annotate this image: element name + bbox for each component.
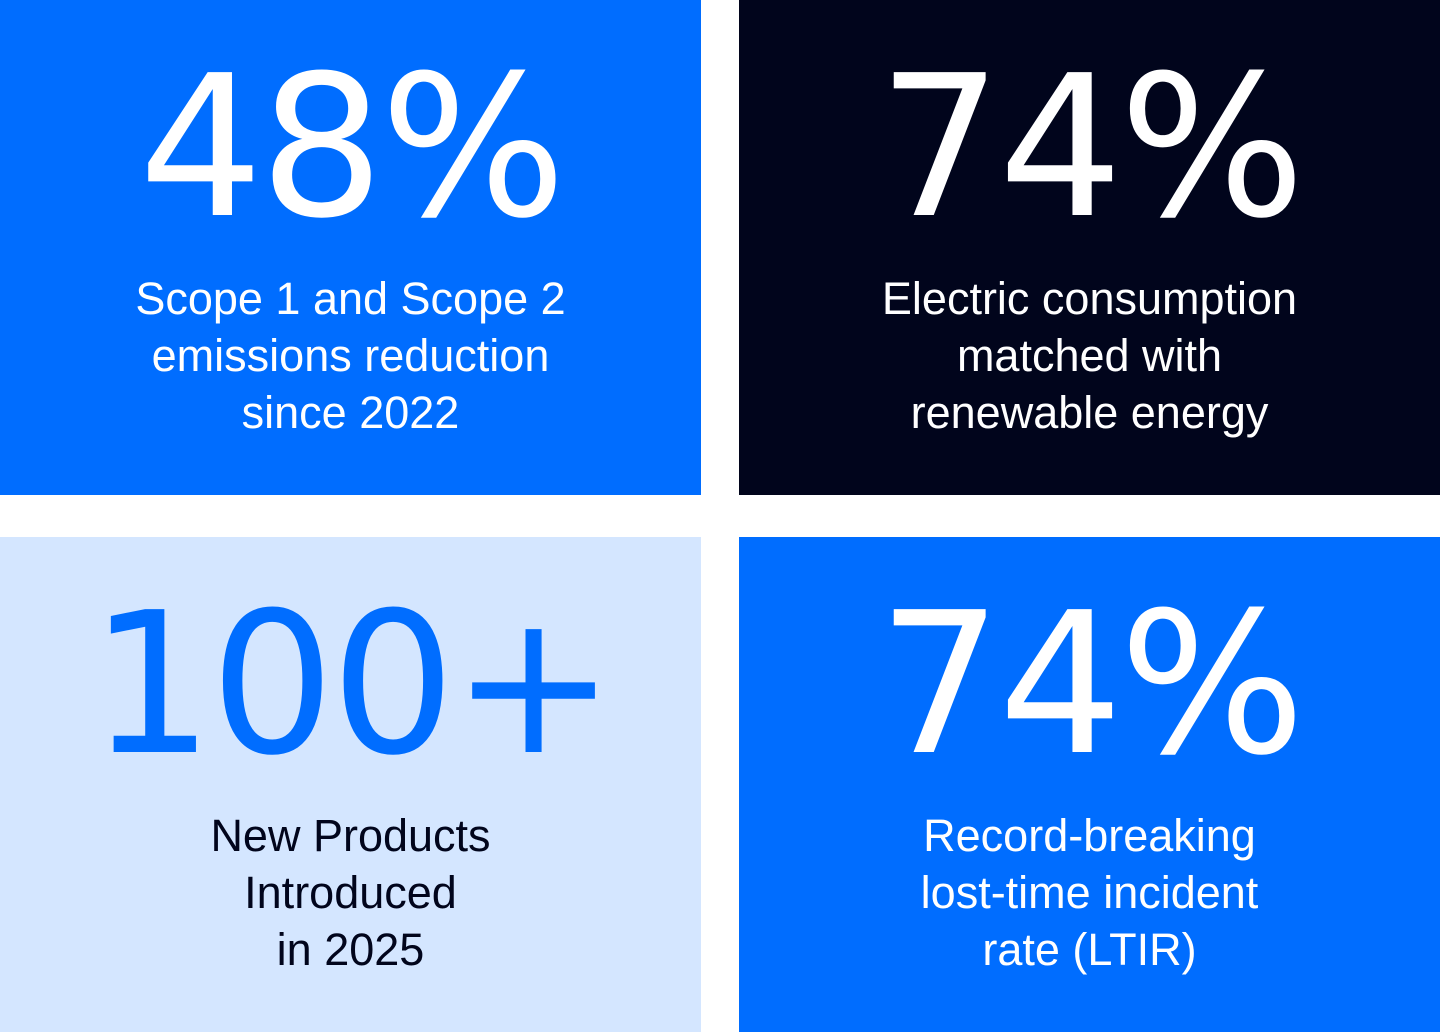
stat-caption-line: emissions reduction xyxy=(151,330,550,381)
stat-caption: Record-breaking lost-time incident rate … xyxy=(921,807,1259,978)
stat-caption-line: New Products xyxy=(210,810,491,861)
stat-caption-line: rate (LTIR) xyxy=(982,924,1197,975)
stat-caption: Electric consumption matched with renewa… xyxy=(882,270,1297,441)
stat-tile-products: 100+ New Products Introduced in 2025 xyxy=(0,537,701,1032)
stat-value: 74% xyxy=(877,34,1306,262)
stat-value: 48% xyxy=(138,34,567,262)
stat-caption-line: matched with xyxy=(956,330,1223,381)
stat-caption-line: Scope 1 and Scope 2 xyxy=(135,273,566,324)
stat-value: 100+ xyxy=(89,571,615,799)
stat-caption: Scope 1 and Scope 2 emissions reduction … xyxy=(135,270,565,441)
stat-caption-line: Introduced xyxy=(244,867,457,918)
stat-caption-line: lost-time incident xyxy=(920,867,1259,918)
stat-caption-line: in 2025 xyxy=(276,924,425,975)
stat-value: 74% xyxy=(877,571,1306,799)
stat-tile-ltir: 74% Record-breaking lost-time incident r… xyxy=(739,537,1440,1032)
stat-caption-line: Electric consumption xyxy=(881,273,1298,324)
stat-caption-line: Record-breaking xyxy=(923,810,1256,861)
stat-caption-line: renewable energy xyxy=(910,387,1269,438)
stat-tile-renewable: 74% Electric consumption matched with re… xyxy=(739,0,1440,495)
stat-tile-emissions: 48% Scope 1 and Scope 2 emissions reduct… xyxy=(0,0,701,495)
stat-caption-line: since 2022 xyxy=(241,387,460,438)
stat-caption: New Products Introduced in 2025 xyxy=(210,807,490,978)
